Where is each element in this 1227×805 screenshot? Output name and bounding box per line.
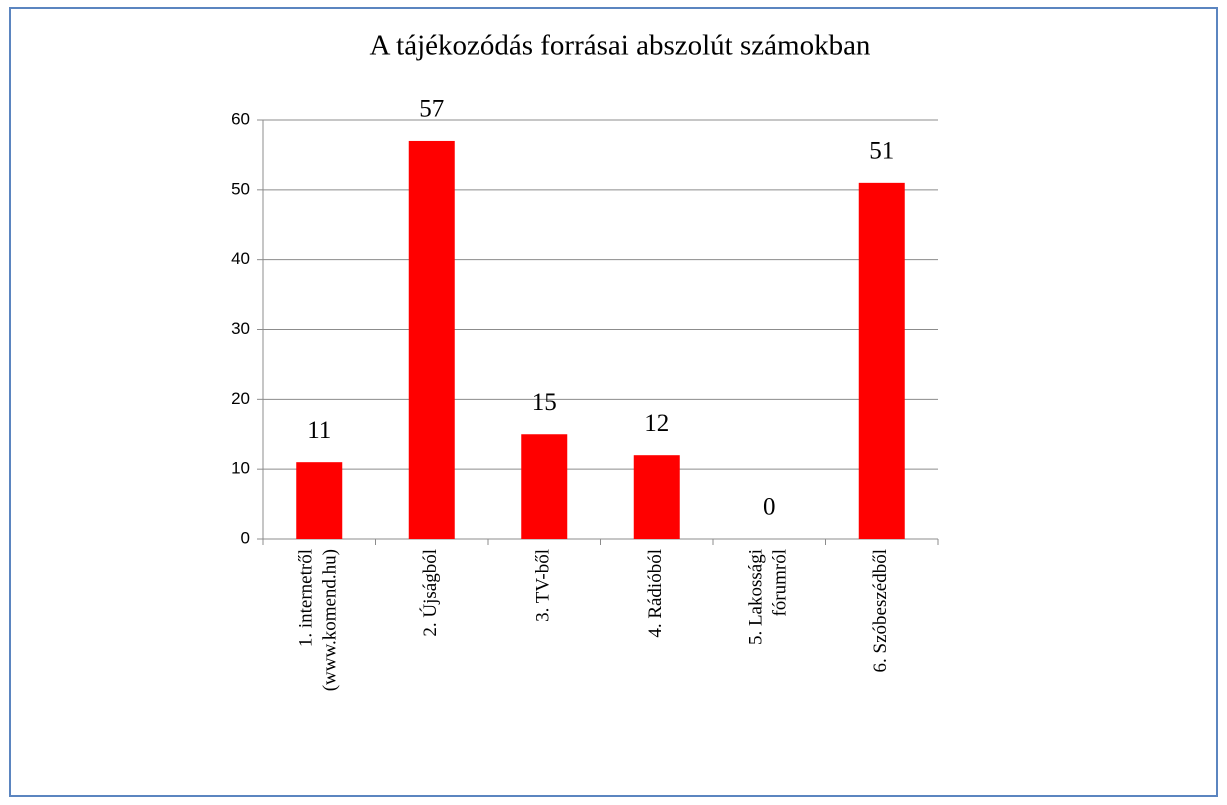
x-tick-label: 1. internetről bbox=[296, 549, 317, 647]
bar bbox=[521, 434, 568, 539]
chart-frame bbox=[9, 7, 1218, 797]
data-label: 57 bbox=[419, 96, 444, 123]
bar bbox=[633, 455, 680, 539]
x-tick-label: 4. Rádióból bbox=[645, 549, 666, 638]
y-tick-label: 20 bbox=[231, 389, 250, 408]
data-label: 0 bbox=[763, 494, 776, 521]
y-tick-label: 30 bbox=[231, 319, 250, 338]
x-tick-label: (www.komend.hu) bbox=[320, 549, 341, 691]
x-tick-label: fórumról bbox=[770, 549, 791, 617]
bar bbox=[296, 462, 343, 539]
x-tick-label: 6. Szóbeszédből bbox=[870, 549, 891, 672]
chart-title: A tájékozódás forrásai abszolút számokba… bbox=[370, 30, 871, 62]
data-label: 15 bbox=[532, 389, 557, 416]
y-tick-label: 60 bbox=[231, 109, 250, 128]
x-tick-label: 3. TV-ből bbox=[533, 549, 554, 622]
bar bbox=[408, 140, 455, 539]
x-tick-label: 5. Lakossági bbox=[746, 549, 767, 645]
y-tick-label: 0 bbox=[241, 528, 250, 547]
data-label: 11 bbox=[307, 417, 331, 444]
data-label: 12 bbox=[644, 410, 669, 437]
y-tick-label: 10 bbox=[231, 459, 250, 478]
x-tick-label: 2. Újságból bbox=[419, 549, 441, 637]
y-tick-label: 40 bbox=[231, 249, 250, 268]
data-label: 51 bbox=[869, 138, 894, 165]
y-tick-label: 50 bbox=[231, 179, 250, 198]
bar bbox=[858, 182, 905, 539]
